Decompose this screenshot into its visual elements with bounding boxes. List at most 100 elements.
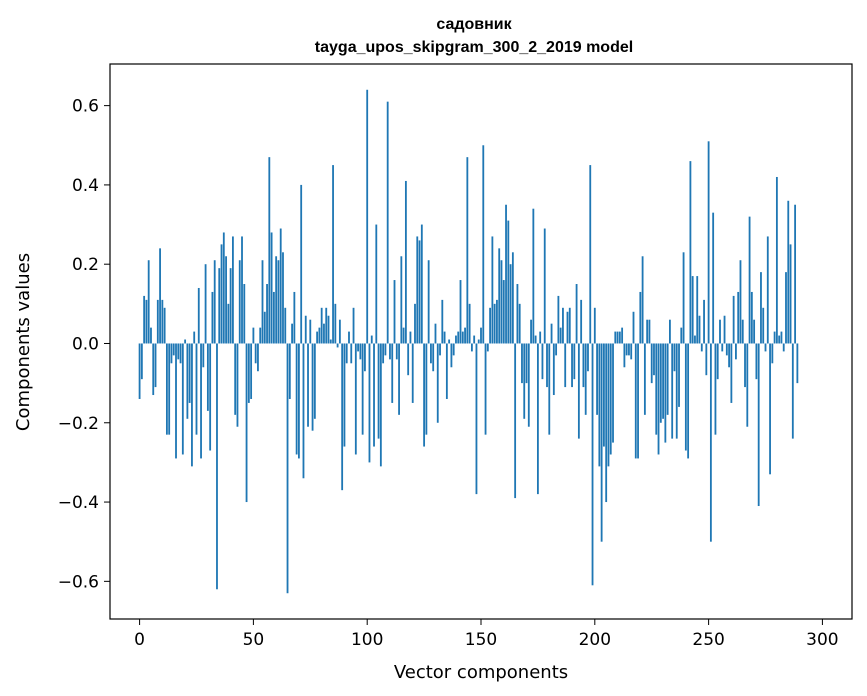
bar xyxy=(414,303,416,344)
bar xyxy=(523,343,526,419)
bar xyxy=(728,343,730,368)
bar xyxy=(445,343,448,399)
bar xyxy=(618,331,621,344)
bar xyxy=(202,343,205,368)
bar xyxy=(464,327,466,344)
bar xyxy=(282,252,284,344)
bar xyxy=(430,343,432,364)
bar xyxy=(682,252,685,344)
bar xyxy=(785,272,787,344)
bar xyxy=(477,339,480,344)
bar xyxy=(216,343,218,590)
bar xyxy=(243,284,246,344)
bar xyxy=(603,343,605,447)
bar xyxy=(288,343,291,399)
bar xyxy=(407,343,410,376)
bar xyxy=(609,343,612,455)
bar xyxy=(222,232,225,344)
bar xyxy=(359,343,362,360)
bar xyxy=(427,260,430,344)
bar xyxy=(236,343,239,427)
bar xyxy=(780,331,783,344)
y-tick-label: 0.2 xyxy=(72,255,99,275)
bar xyxy=(621,327,624,344)
y-axis-label: Components values xyxy=(13,253,34,431)
bar xyxy=(771,343,774,364)
bar xyxy=(382,343,385,364)
bar xyxy=(789,244,792,344)
bar xyxy=(159,248,161,344)
bar xyxy=(557,295,560,344)
bar xyxy=(505,204,507,344)
bar xyxy=(441,299,444,344)
chart-subtitle: tayga_upos_skipgram_300_2_2019 model xyxy=(315,39,633,56)
bar xyxy=(366,89,369,344)
bar xyxy=(373,343,375,447)
bar xyxy=(270,232,273,344)
bar xyxy=(782,343,785,352)
bar xyxy=(468,303,471,344)
bar xyxy=(461,331,464,344)
bar xyxy=(165,343,168,435)
bar xyxy=(320,307,323,344)
bar xyxy=(455,335,457,344)
y-tick-label: −0.6 xyxy=(58,572,99,592)
bar xyxy=(200,343,202,459)
bar xyxy=(163,307,166,344)
bar xyxy=(186,343,189,419)
bar xyxy=(696,276,699,344)
bar xyxy=(721,343,724,352)
bar xyxy=(653,343,655,376)
x-tick-label: 300 xyxy=(806,630,838,650)
bar xyxy=(480,327,482,344)
bar xyxy=(213,260,216,344)
bar xyxy=(436,343,439,423)
bar xyxy=(698,315,701,344)
bar xyxy=(509,264,512,344)
bar xyxy=(669,319,671,344)
bar xyxy=(757,343,760,507)
bar xyxy=(516,284,519,344)
bar xyxy=(716,343,719,380)
bar xyxy=(634,343,637,459)
bar xyxy=(500,260,503,344)
plot-frame xyxy=(109,63,853,620)
bar xyxy=(659,343,662,423)
bar xyxy=(623,343,626,368)
bar xyxy=(773,331,776,344)
bar xyxy=(211,291,214,344)
bar xyxy=(345,343,348,364)
bar xyxy=(525,343,528,384)
bar xyxy=(737,291,740,344)
bar xyxy=(573,343,576,380)
bar xyxy=(550,323,553,344)
bar xyxy=(313,343,316,419)
bar xyxy=(746,343,749,427)
bar xyxy=(209,343,212,451)
bar xyxy=(662,343,664,419)
bar xyxy=(568,307,571,344)
bar xyxy=(225,256,227,344)
bar xyxy=(596,343,598,415)
bar xyxy=(418,240,421,344)
bar xyxy=(511,252,514,344)
bar xyxy=(393,280,396,344)
bar xyxy=(546,343,548,388)
bar xyxy=(354,343,357,455)
bar xyxy=(425,343,428,435)
bar xyxy=(420,224,423,344)
bar xyxy=(689,161,692,344)
bar xyxy=(443,331,446,344)
bar xyxy=(398,343,400,415)
bar xyxy=(275,256,278,344)
bar xyxy=(188,343,191,403)
x-tick-label: 50 xyxy=(243,630,265,650)
bar xyxy=(507,220,510,344)
bar xyxy=(195,343,198,435)
bar xyxy=(787,200,790,344)
bar-series xyxy=(138,89,799,594)
bar xyxy=(343,343,346,447)
bar xyxy=(348,331,350,344)
bar xyxy=(238,260,241,344)
bar xyxy=(712,212,715,344)
